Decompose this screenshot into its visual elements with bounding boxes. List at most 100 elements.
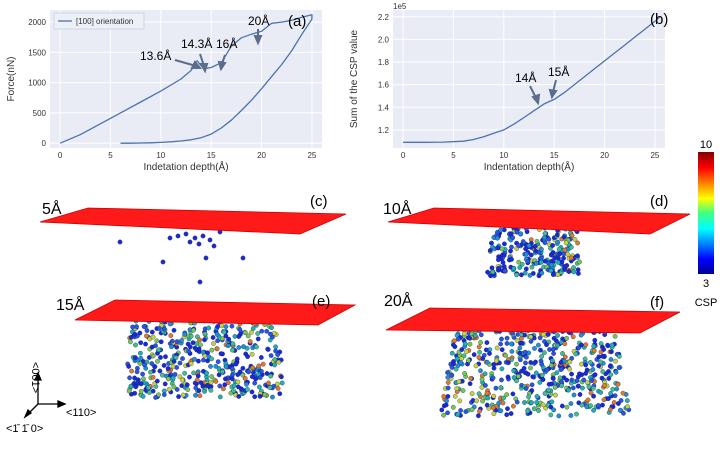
atom <box>495 235 500 241</box>
atom <box>138 381 144 386</box>
atom <box>219 323 225 329</box>
atom <box>444 398 449 404</box>
atom <box>236 345 242 350</box>
atom <box>230 347 235 353</box>
atom <box>485 269 490 275</box>
atom <box>144 333 149 339</box>
atom <box>555 239 561 245</box>
atom <box>490 269 496 275</box>
atom <box>231 383 237 388</box>
indenter-plane-f <box>385 307 681 334</box>
atom <box>205 350 210 356</box>
snapshot-e: 15Å (e) <box>56 293 357 400</box>
atom <box>569 255 574 261</box>
atom <box>522 400 527 405</box>
atom <box>460 388 466 393</box>
x-tick-label: 0 <box>58 151 63 160</box>
atom <box>533 370 539 376</box>
atom <box>150 374 156 380</box>
atom <box>525 259 531 264</box>
atom <box>273 344 278 350</box>
x-tick-label: 15 <box>550 151 559 160</box>
triad-up-head <box>34 371 42 381</box>
atom <box>209 374 215 379</box>
atom <box>476 355 482 360</box>
plot-b-ticks: 0 5 10 15 20 25 1.2 1.4 1.6 1.8 2.0 2.2 <box>378 13 660 160</box>
atom <box>493 385 499 391</box>
y-tick-label: 2000 <box>28 18 46 27</box>
atom <box>611 400 617 405</box>
atom <box>546 387 552 393</box>
atom <box>138 388 144 394</box>
atom <box>511 368 517 374</box>
atom <box>542 258 548 264</box>
atom <box>454 386 460 391</box>
atom <box>451 342 456 348</box>
arrowhead-14-3 <box>199 63 209 74</box>
atom <box>249 351 255 357</box>
atom <box>193 392 198 398</box>
atom <box>488 273 493 279</box>
y-tick-label: 500 <box>33 109 47 118</box>
atom <box>564 335 569 341</box>
atom <box>483 383 488 388</box>
atom <box>496 257 501 263</box>
atom <box>542 240 548 246</box>
atom <box>158 355 163 360</box>
atom <box>472 333 478 338</box>
atom <box>455 412 461 417</box>
atom <box>541 235 547 240</box>
atom <box>562 354 568 360</box>
y-tick-label: 1.6 <box>378 81 390 90</box>
atom <box>527 272 533 278</box>
atom <box>229 376 235 382</box>
atom <box>171 384 177 390</box>
atom <box>133 342 138 348</box>
atom <box>185 387 191 392</box>
atom <box>600 369 606 374</box>
atom <box>462 371 467 376</box>
atom <box>252 380 258 386</box>
atom <box>264 371 270 376</box>
atom <box>567 366 572 372</box>
atom <box>587 360 593 365</box>
atom <box>195 373 201 379</box>
plot-b-xlabel: Indentation depth(Å) <box>484 160 575 173</box>
atom <box>242 376 248 381</box>
atom <box>450 404 456 410</box>
triad-out-head <box>23 408 33 419</box>
atom <box>510 391 516 397</box>
atom <box>240 372 246 378</box>
atom <box>468 376 474 381</box>
atom <box>608 357 614 362</box>
atom <box>583 342 589 348</box>
legend-box <box>53 12 145 30</box>
atom <box>525 408 530 414</box>
atom <box>445 410 450 416</box>
atom <box>588 390 594 396</box>
plot-b-grid <box>393 10 665 148</box>
atom <box>152 364 158 370</box>
atom <box>211 341 216 346</box>
atom <box>499 366 505 372</box>
atom <box>150 353 156 359</box>
atom <box>478 340 483 345</box>
atom <box>132 331 138 337</box>
atom <box>550 243 555 248</box>
atom <box>458 408 463 413</box>
atom <box>579 402 585 408</box>
y-tick-label: 1500 <box>28 48 46 57</box>
atom <box>534 238 540 244</box>
atom <box>591 393 596 399</box>
atom <box>479 376 485 382</box>
atom <box>462 331 467 337</box>
plot-a-background <box>50 10 322 148</box>
atom <box>499 246 505 252</box>
atom <box>538 347 543 353</box>
atom <box>534 400 540 405</box>
atom <box>464 349 469 354</box>
atom <box>514 378 519 384</box>
atom <box>525 371 531 377</box>
atom <box>162 381 168 387</box>
atom <box>498 341 503 347</box>
